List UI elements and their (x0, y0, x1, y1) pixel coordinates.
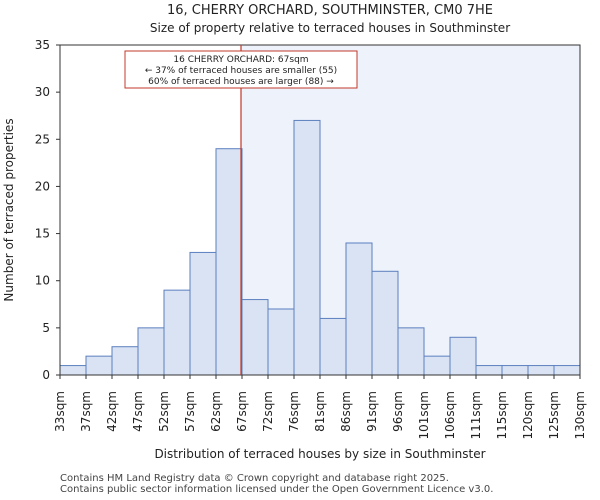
x-tick-label: 67sqm (235, 391, 249, 432)
bar (553, 365, 581, 376)
bar (241, 299, 269, 376)
chart-title: 16, CHERRY ORCHARD, SOUTHMINSTER, CM0 7H… (167, 3, 493, 18)
bar (85, 355, 113, 376)
x-tick-label: 115sqm (495, 391, 509, 439)
x-tick-label: 33sqm (53, 391, 67, 432)
y-tick-label: 0 (42, 368, 50, 382)
x-tick-label: 96sqm (391, 391, 405, 432)
y-tick-label: 20 (35, 179, 50, 193)
bar (397, 327, 425, 376)
footer-copyright: Contains HM Land Registry data © Crown c… (60, 473, 449, 484)
x-axis-label: Distribution of terraced houses by size … (154, 447, 485, 461)
chart-subtitle: Size of property relative to terraced ho… (150, 21, 510, 35)
bar (345, 242, 373, 376)
annotation-box (124, 50, 358, 89)
bar (371, 270, 399, 376)
x-tick-label: 57sqm (183, 391, 197, 432)
bar (137, 327, 165, 376)
bar (59, 365, 87, 376)
x-tick-label: 120sqm (521, 391, 535, 439)
x-tick-label: 91sqm (365, 391, 379, 432)
y-tick-label: 15 (35, 227, 50, 241)
annotation-line-1: 16 CHERRY ORCHARD: 67sqm (173, 55, 308, 65)
bar (423, 355, 451, 376)
x-tick-label: 62sqm (209, 391, 223, 432)
annotation-line-3: 60% of terraced houses are larger (88) → (148, 77, 334, 87)
x-tick-label: 47sqm (131, 391, 145, 432)
y-tick-label: 35 (35, 38, 50, 52)
x-tick-label: 130sqm (573, 391, 587, 439)
x-tick-label: 86sqm (339, 391, 353, 432)
bar (319, 317, 347, 376)
x-tick-label: 42sqm (105, 391, 119, 432)
bar (475, 365, 503, 376)
bar (501, 365, 529, 376)
x-tick-label: 111sqm (469, 391, 483, 439)
bar (267, 308, 295, 376)
footer-licence: Contains public sector information licen… (60, 484, 494, 495)
x-tick-label: 37sqm (79, 391, 93, 432)
x-tick-label: 106sqm (443, 391, 457, 439)
bar (449, 336, 477, 376)
bar (215, 148, 243, 376)
x-tick-label: 125sqm (547, 391, 561, 439)
y-axis-label: Number of terraced properties (2, 118, 16, 301)
y-tick-label: 10 (35, 274, 50, 288)
x-tick-label: 81sqm (313, 391, 327, 432)
plot-area: 0 5 10 15 20 25 30 35 33sqm 37sqm 42sqm 47sqm 52sqm 5… (35, 38, 587, 439)
x-tick-label: 52sqm (157, 391, 171, 432)
bar (163, 289, 191, 376)
bar (189, 251, 217, 376)
y-tick-label: 5 (42, 321, 50, 335)
x-tick-label: 76sqm (287, 391, 301, 432)
bar (111, 346, 139, 376)
x-tick-label: 101sqm (417, 391, 431, 439)
x-tick-label: 72sqm (261, 391, 275, 432)
annotation-line-2: ← 37% of terraced houses are smaller (55… (145, 66, 337, 76)
y-tick-label: 25 (35, 132, 50, 146)
bar (293, 119, 321, 376)
bar (527, 365, 555, 376)
y-tick-label: 30 (35, 85, 50, 99)
